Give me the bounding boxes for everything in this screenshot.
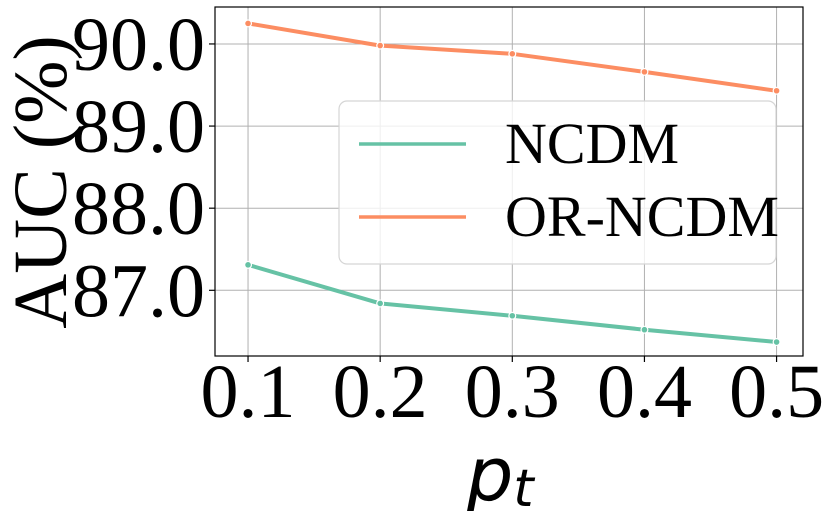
data-point-or-ncdm <box>508 49 517 58</box>
data-point-ncdm <box>376 299 385 308</box>
data-point-or-ncdm <box>640 67 649 76</box>
data-point-or-ncdm <box>772 86 781 95</box>
x-axis-label-subscript: t <box>513 459 535 511</box>
y-tick-label: 88.0 <box>72 167 205 251</box>
data-point-or-ncdm <box>244 19 253 28</box>
x-tick-label: 0.5 <box>729 350 824 434</box>
y-tick-label: 87.0 <box>72 249 205 333</box>
series-lines <box>244 19 781 347</box>
legend-label-ncdm: NCDM <box>505 111 679 176</box>
x-axis-label-main: p <box>465 432 513 511</box>
legend-label-or-ncdm: OR-NCDM <box>505 184 779 249</box>
x-tick-label: 0.1 <box>201 350 296 434</box>
legend: NCDM OR-NCDM <box>338 100 779 265</box>
x-axis-label: pt <box>465 432 535 511</box>
y-tick-label: 89.0 <box>72 85 205 169</box>
y-axis-label: AUC (%) <box>0 35 83 328</box>
y-tick-label: 90.0 <box>72 3 205 87</box>
plot-area-frame <box>214 6 804 357</box>
data-point-ncdm <box>772 338 781 347</box>
legend-box <box>338 100 777 265</box>
x-axis-ticks: 0.1 0.2 0.3 0.4 0.5 <box>201 350 825 434</box>
x-tick-label: 0.2 <box>333 350 428 434</box>
y-axis-ticks: 87.088.089.090.0 <box>72 3 215 333</box>
data-point-ncdm <box>244 260 253 269</box>
x-tick-label: 0.3 <box>465 350 560 434</box>
data-point-ncdm <box>640 325 649 334</box>
x-tick-label: 0.4 <box>597 350 692 434</box>
data-point-or-ncdm <box>376 41 385 50</box>
data-point-ncdm <box>508 311 517 320</box>
